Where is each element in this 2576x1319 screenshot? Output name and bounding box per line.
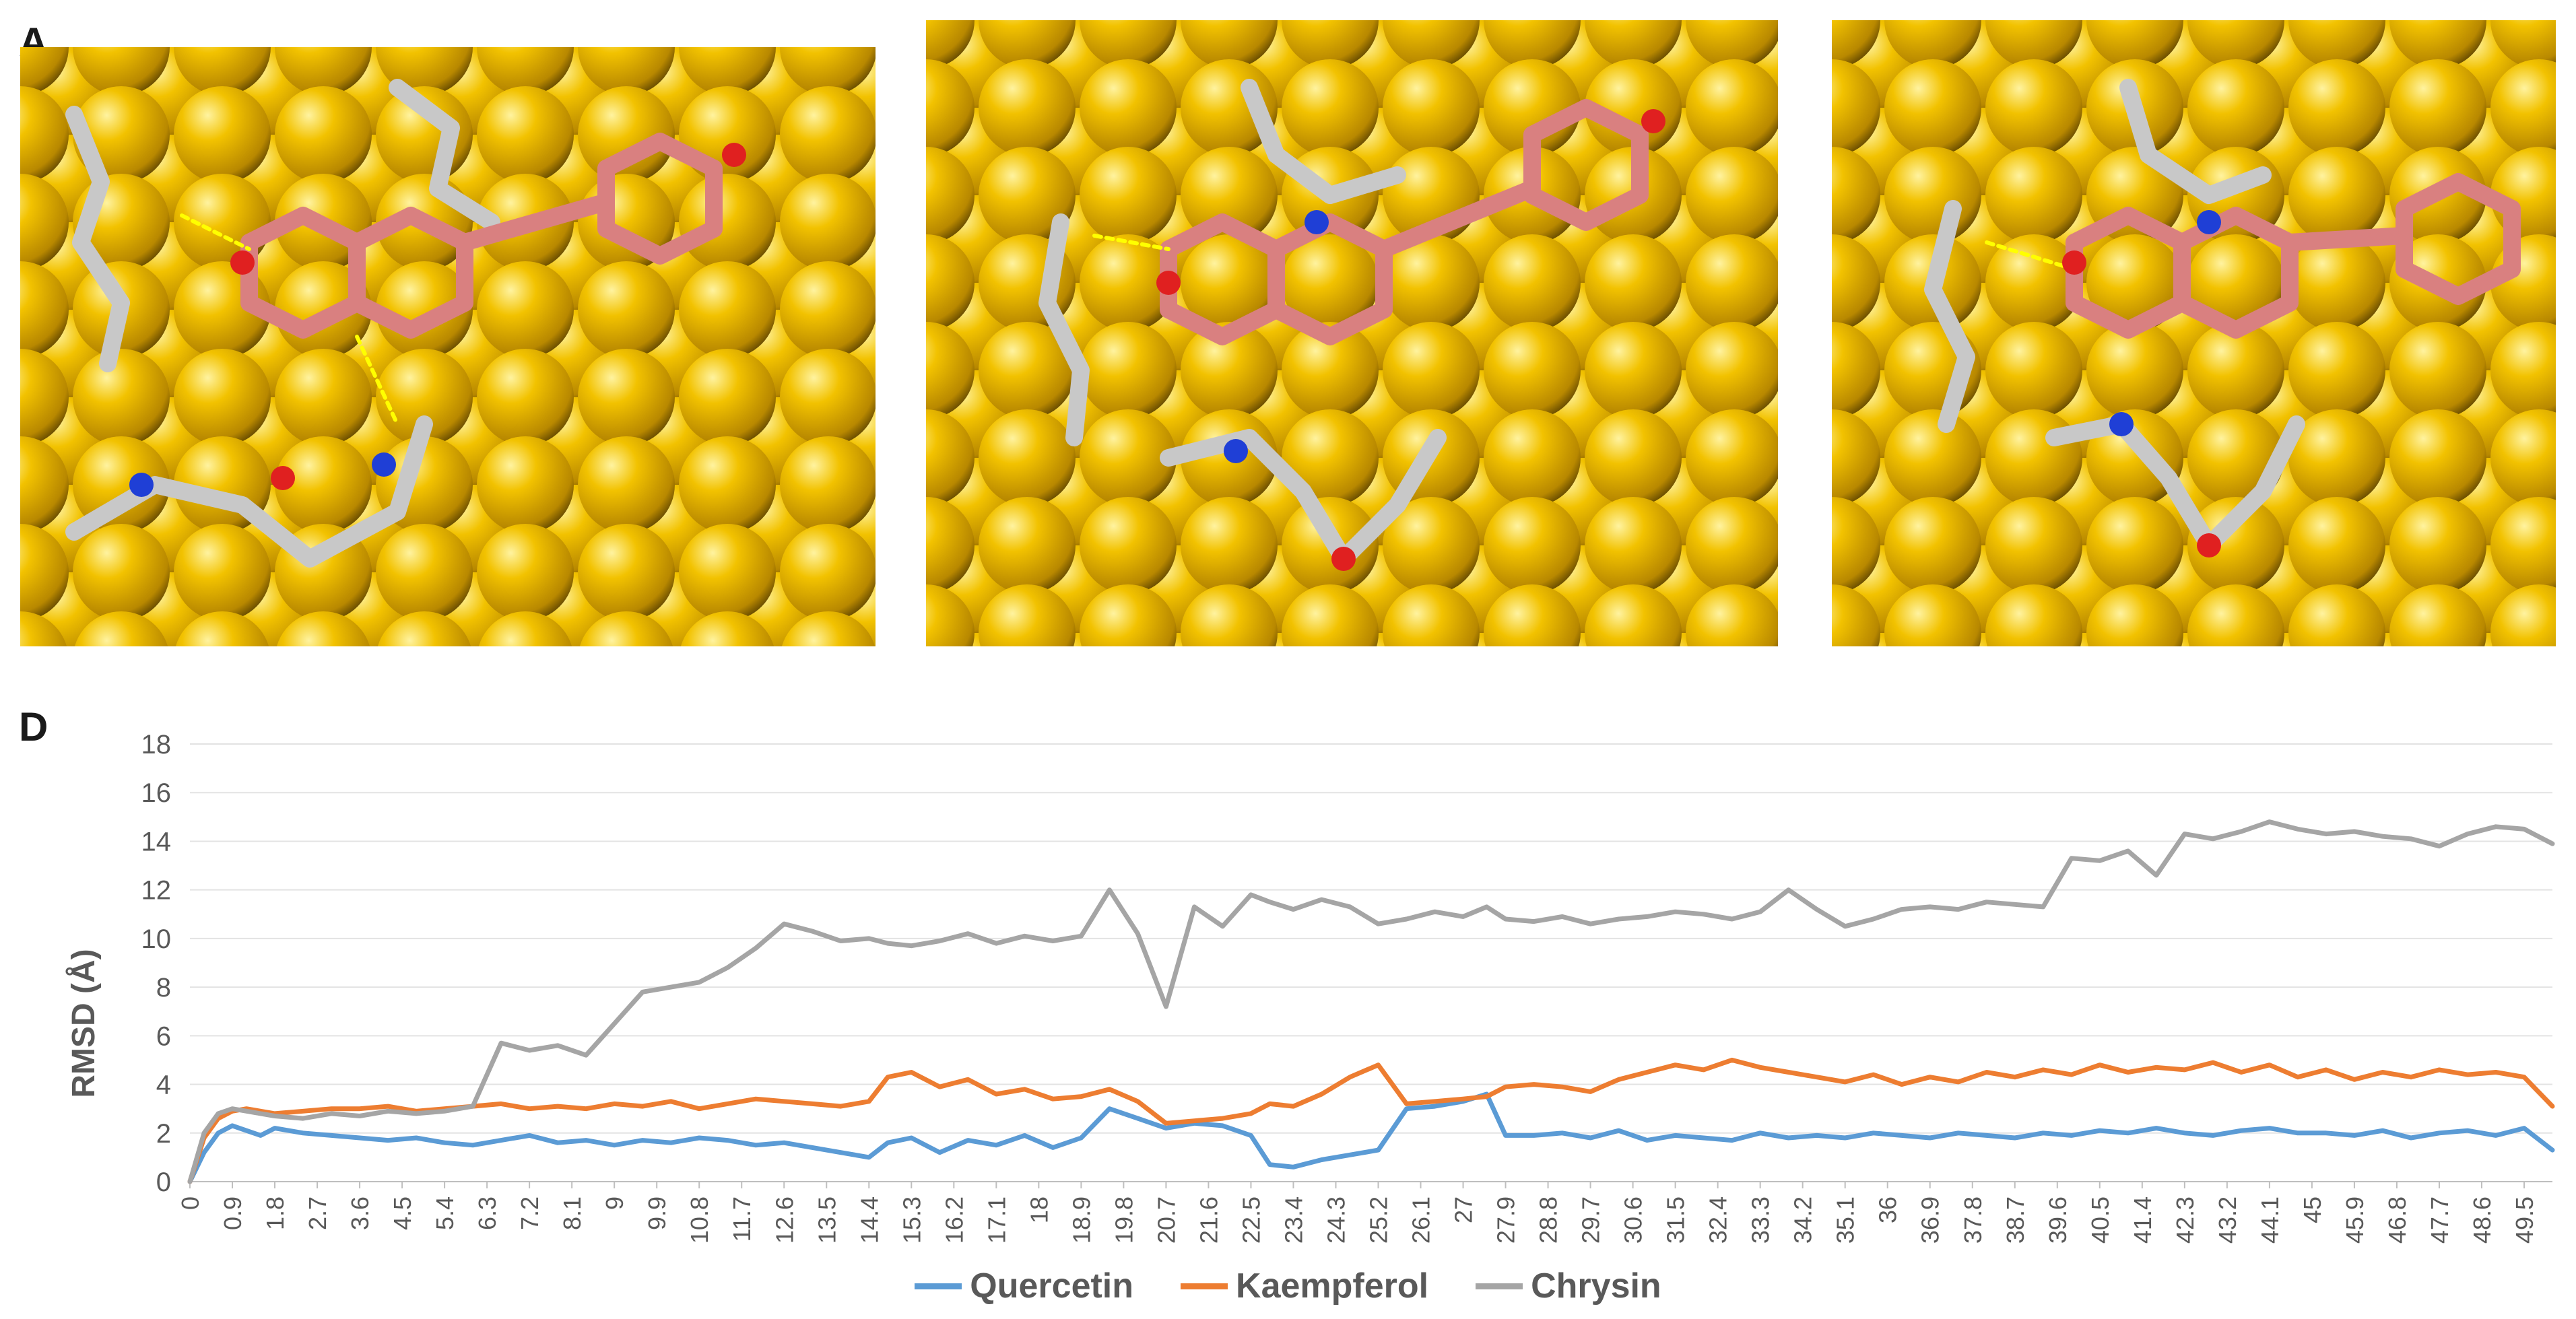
- chart-legend: Quercetin Kaempferol Chrysin: [0, 1266, 2576, 1306]
- x-tick-label: 3.6: [346, 1196, 374, 1230]
- x-tick-label: 36.9: [1917, 1196, 1944, 1244]
- x-tick-label: 0.9: [219, 1196, 246, 1230]
- x-tick-label: 12.6: [770, 1196, 798, 1244]
- legend-item-chrysin: Chrysin: [1476, 1266, 1661, 1306]
- x-tick-label: 10.8: [686, 1196, 713, 1244]
- y-tick-label: 0: [156, 1168, 171, 1197]
- legend-item-quercetin: Quercetin: [915, 1266, 1133, 1306]
- x-tick-label: 17.1: [983, 1196, 1010, 1244]
- legend-label-kaempferol: Kaempferol: [1236, 1266, 1429, 1306]
- x-tick-label: 1.8: [261, 1196, 289, 1230]
- x-tick-label: 47.7: [2426, 1196, 2453, 1244]
- panel-label-d: D: [19, 704, 48, 749]
- x-tick-label: 39.6: [2044, 1196, 2072, 1244]
- x-tick-label: 27.9: [1492, 1196, 1520, 1244]
- x-tick-label: 20.7: [1152, 1196, 1180, 1244]
- docking-render-b: [926, 20, 1778, 646]
- x-tick-label: 33.3: [1747, 1196, 1775, 1244]
- x-tick-label: 38.7: [2002, 1196, 2029, 1244]
- x-tick-label: 16.2: [940, 1196, 968, 1244]
- y-tick-label: 2: [156, 1119, 171, 1149]
- docking-image-a: [20, 47, 876, 646]
- legend-swatch-kaempferol: [1181, 1283, 1228, 1289]
- y-axis-title: RMSD (Å): [65, 949, 102, 1097]
- x-tick-label: 11.7: [728, 1196, 756, 1242]
- y-tick-label: 6: [156, 1021, 171, 1051]
- x-tick-label: 41.4: [2129, 1196, 2156, 1244]
- x-tick-label: 21.6: [1195, 1196, 1222, 1244]
- x-tick-label: 25.2: [1365, 1196, 1393, 1244]
- legend-label-chrysin: Chrysin: [1531, 1266, 1661, 1306]
- x-tick-label: 7.2: [516, 1196, 543, 1230]
- y-tick-label: 18: [141, 730, 172, 759]
- x-tick-label: 28.8: [1535, 1196, 1562, 1244]
- x-tick-label: 32.4: [1705, 1196, 1732, 1244]
- x-tick-label: 27: [1450, 1196, 1478, 1223]
- x-tick-label: 13.5: [813, 1196, 840, 1244]
- docking-image-b: [926, 20, 1778, 646]
- chart-axes: 0 2 4 6 8 10 12 14 16 18 0 0.9 1.8 2.7 3.6 4.5 5.4 6.3 7.2…: [141, 730, 2538, 1244]
- x-tick-label: 42.3: [2171, 1196, 2199, 1244]
- x-tick-label: 18.9: [1067, 1196, 1095, 1244]
- legend-swatch-quercetin: [915, 1283, 962, 1289]
- y-tick-label: 10: [141, 924, 172, 954]
- x-tick-label: 23.4: [1280, 1196, 1307, 1244]
- x-tick-label: 34.2: [1789, 1196, 1817, 1244]
- x-tick-label: 15.3: [898, 1196, 925, 1244]
- x-tick-label: 49.5: [2511, 1196, 2538, 1244]
- series-line-kaempferol: [187, 1057, 2555, 1184]
- y-tick-label: 14: [141, 827, 172, 856]
- docking-image-c: [1832, 20, 2556, 646]
- x-tick-label: 46.8: [2383, 1196, 2411, 1244]
- x-tick-label: 40.5: [2086, 1196, 2114, 1244]
- chart-gridlines: [190, 743, 2552, 1182]
- x-tick-label: 0: [176, 1196, 204, 1210]
- x-tick-label: 2.7: [304, 1196, 331, 1230]
- y-tick-label: 4: [156, 1071, 171, 1100]
- x-tick-label: 24.3: [1322, 1196, 1350, 1244]
- x-tick-label: 14.4: [855, 1196, 883, 1244]
- legend-label-quercetin: Quercetin: [970, 1266, 1134, 1306]
- chart-series: [187, 819, 2555, 1184]
- series-line-chrysin: [187, 819, 2555, 1184]
- x-tick-label: 35.1: [1832, 1196, 1859, 1244]
- x-tick-label: 29.7: [1577, 1196, 1605, 1244]
- series-line-quercetin: [187, 1091, 2555, 1184]
- x-tick-label: 37.8: [1959, 1196, 1987, 1244]
- legend-swatch-chrysin: [1476, 1283, 1523, 1289]
- x-tick-label: 43.2: [2214, 1196, 2241, 1244]
- x-tick-label: 45.9: [2341, 1196, 2369, 1244]
- y-tick-label: 12: [141, 876, 172, 906]
- x-tick-label: 19.8: [1110, 1196, 1137, 1244]
- x-tick-label: 31.5: [1662, 1196, 1690, 1244]
- x-tick-label: 4.5: [389, 1196, 416, 1230]
- x-tick-label: 26.1: [1408, 1196, 1435, 1244]
- x-tick-label: 5.4: [431, 1196, 459, 1230]
- x-tick-label: 6.3: [473, 1196, 501, 1230]
- y-tick-label: 8: [156, 973, 171, 1003]
- rmsd-line-chart: 0 2 4 6 8 10 12 14 16 18 0 0.9 1.8 2.7 3.6 4.5 5.4 6.3 7.2…: [65, 730, 2555, 1244]
- x-tick-label: 48.6: [2468, 1196, 2496, 1244]
- y-tick-label: 16: [141, 778, 172, 808]
- x-tick-label: 18: [1025, 1196, 1053, 1223]
- x-tick-label: 36: [1874, 1196, 1902, 1223]
- x-tick-label: 8.1: [558, 1196, 586, 1230]
- docking-render-c: [1832, 20, 2556, 646]
- x-tick-label: 30.6: [1620, 1196, 1647, 1244]
- docking-render-a: [20, 47, 876, 646]
- x-tick-label: 22.5: [1237, 1196, 1265, 1244]
- x-tick-label: 9.9: [643, 1196, 671, 1230]
- legend-item-kaempferol: Kaempferol: [1181, 1266, 1428, 1306]
- x-tick-label: 44.1: [2256, 1196, 2284, 1244]
- x-tick-label: 45: [2299, 1196, 2326, 1223]
- x-tick-label: 9: [601, 1196, 628, 1210]
